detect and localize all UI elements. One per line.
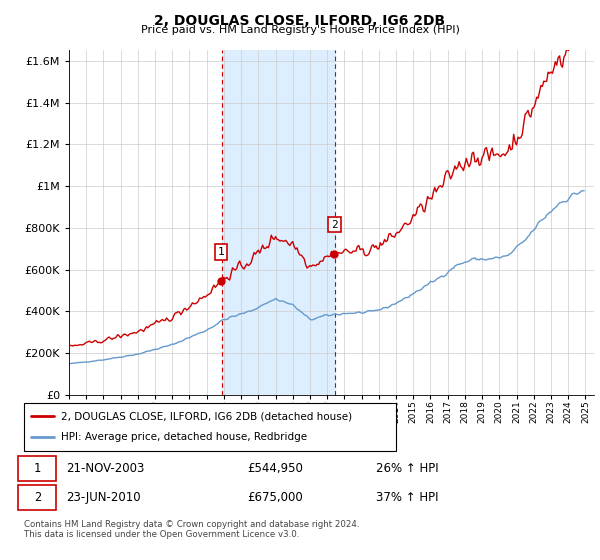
Text: HPI: Average price, detached house, Redbridge: HPI: Average price, detached house, Redb…	[61, 432, 307, 442]
Text: 2: 2	[34, 491, 41, 504]
FancyBboxPatch shape	[24, 403, 396, 451]
Bar	[222, 50, 335, 395]
Text: 37% ↑ HPI: 37% ↑ HPI	[376, 491, 438, 504]
Text: 2, DOUGLAS CLOSE, ILFORD, IG6 2DB: 2, DOUGLAS CLOSE, ILFORD, IG6 2DB	[154, 14, 446, 28]
FancyBboxPatch shape	[19, 485, 56, 510]
Text: £675,000: £675,000	[247, 491, 303, 504]
Text: 26% ↑ HPI: 26% ↑ HPI	[376, 461, 438, 475]
Text: 2: 2	[331, 220, 338, 230]
Text: £544,950: £544,950	[247, 461, 303, 475]
Text: 2, DOUGLAS CLOSE, ILFORD, IG6 2DB (detached house): 2, DOUGLAS CLOSE, ILFORD, IG6 2DB (detac…	[61, 411, 352, 421]
Text: 23-JUN-2010: 23-JUN-2010	[66, 491, 140, 504]
Text: 1: 1	[34, 461, 41, 475]
Text: Price paid vs. HM Land Registry's House Price Index (HPI): Price paid vs. HM Land Registry's House …	[140, 25, 460, 35]
Text: Contains HM Land Registry data © Crown copyright and database right 2024.
This d: Contains HM Land Registry data © Crown c…	[24, 520, 359, 539]
FancyBboxPatch shape	[19, 456, 56, 480]
Text: 1: 1	[218, 247, 224, 257]
Text: 21-NOV-2003: 21-NOV-2003	[66, 461, 144, 475]
